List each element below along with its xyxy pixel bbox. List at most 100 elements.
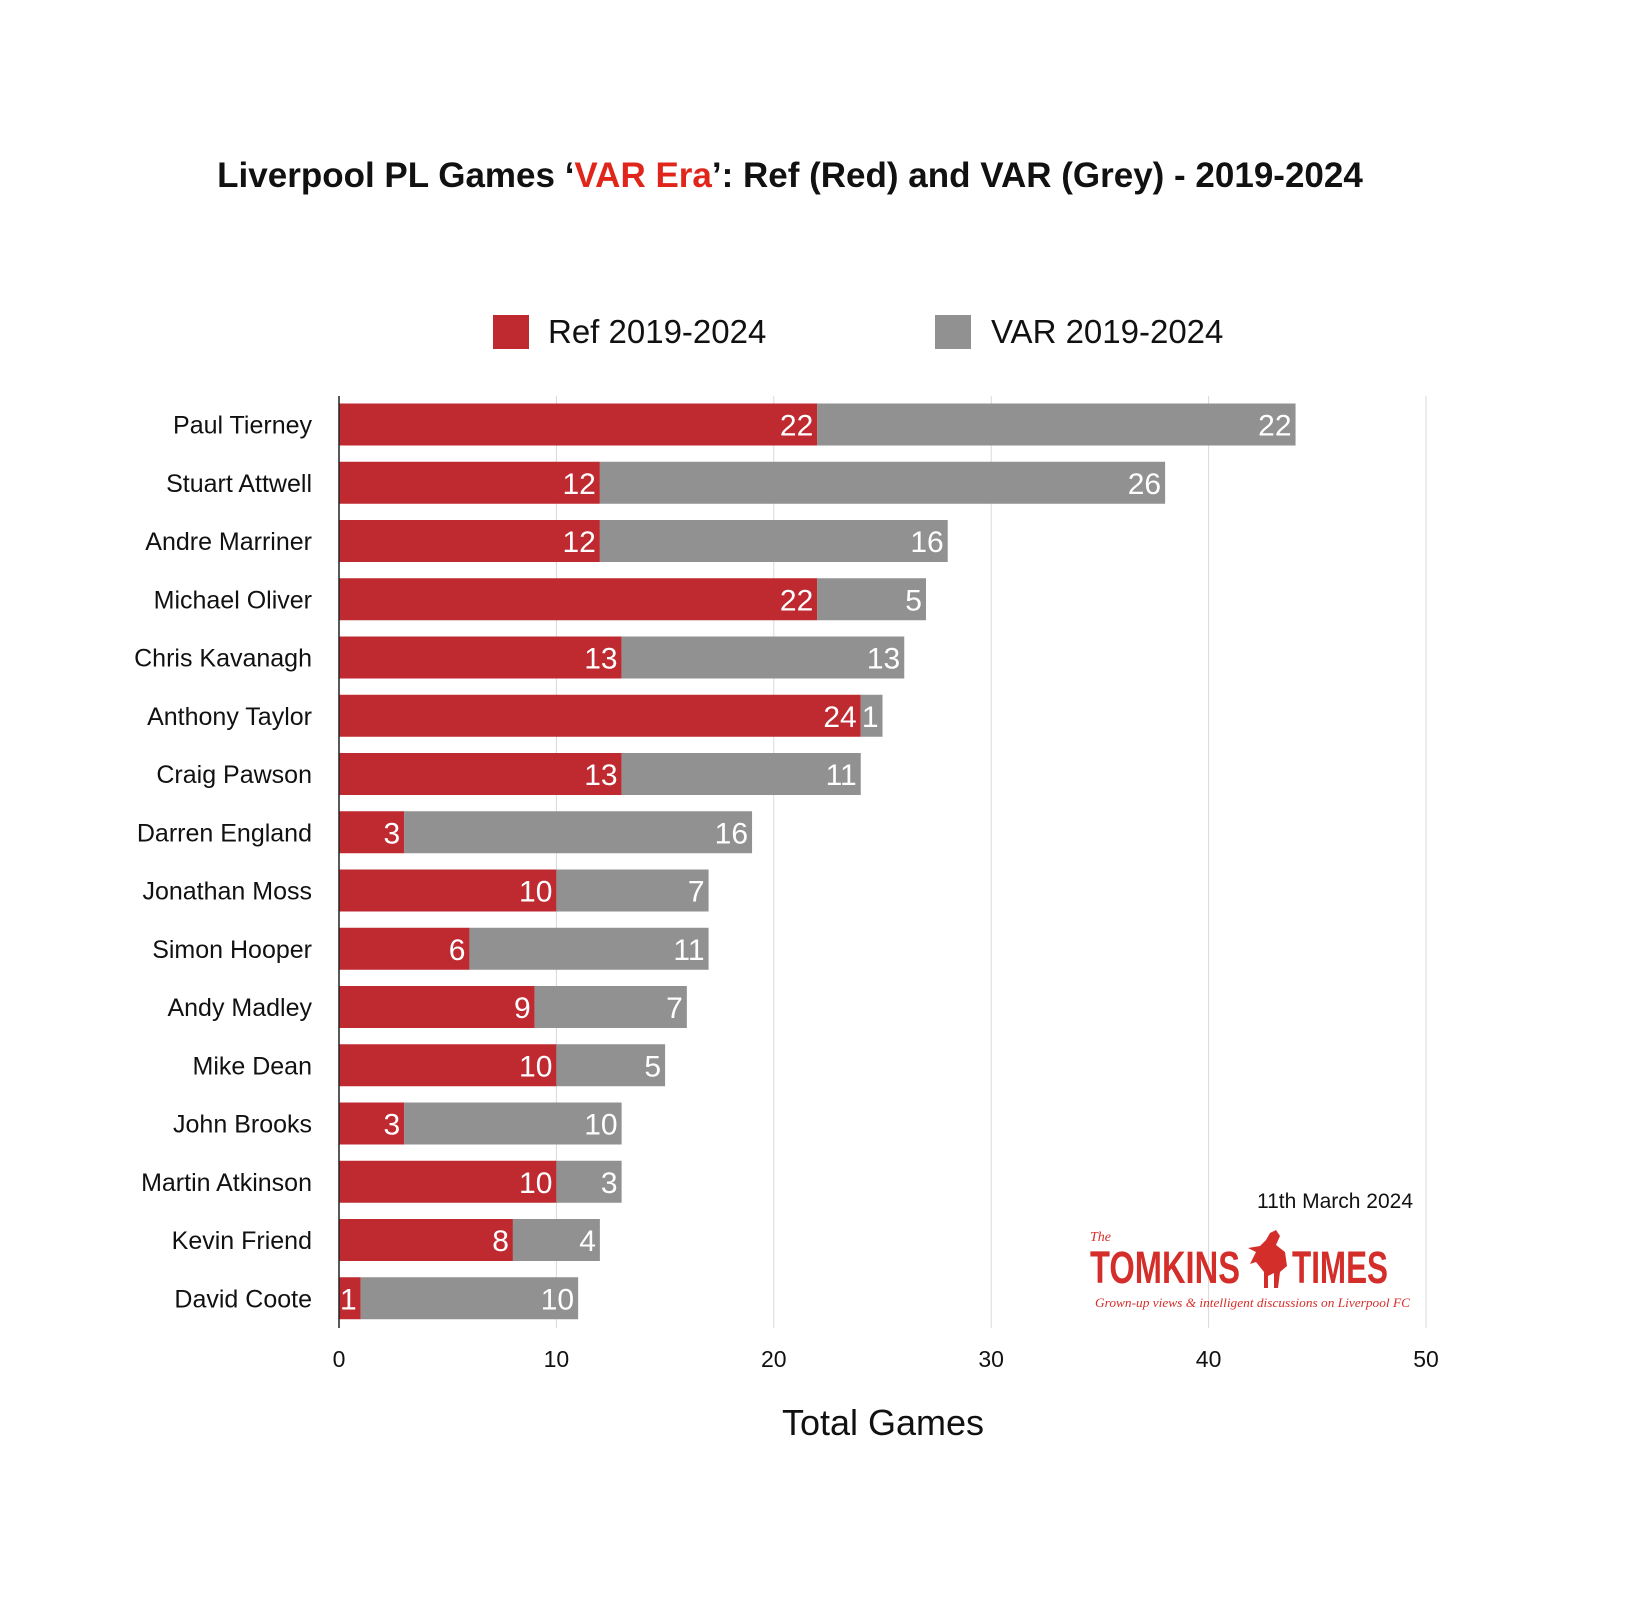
data-label-ref: 6 [449, 934, 466, 967]
x-tick-label-20: 20 [761, 1346, 787, 1372]
data-label-ref: 3 [384, 1109, 401, 1142]
data-label-ref: 12 [563, 526, 596, 559]
bar-var [469, 927, 709, 970]
data-label-var: 13 [867, 643, 900, 676]
x-tick-label-10: 10 [544, 1346, 570, 1372]
data-label-var: 22 [1258, 410, 1291, 443]
x-tick-labels: 0 10 20 30 40 50 [333, 1346, 1439, 1372]
liver-bird-icon [1248, 1230, 1287, 1288]
data-label-var: 7 [688, 876, 705, 909]
bar-ref [339, 811, 405, 854]
data-label-var: 5 [905, 584, 922, 617]
x-axis-label: Total Games [782, 1402, 984, 1443]
data-label-ref: 8 [492, 1225, 509, 1258]
bar-ref [339, 694, 861, 737]
data-label-var: 3 [601, 1167, 618, 1200]
bar-var [621, 753, 861, 795]
chart-title-prefix: Liverpool PL Games ‘ [217, 156, 575, 195]
data-label-var: 11 [826, 759, 857, 792]
bar-ref [339, 986, 535, 1028]
logo-name-right: TIMES [1292, 1242, 1388, 1293]
data-label-var: 11 [673, 934, 704, 967]
category-label: Paul Tierney [173, 412, 312, 440]
category-label: Andy Madley [167, 994, 312, 1022]
bar-var [360, 1277, 579, 1320]
data-label-ref: 10 [519, 1167, 552, 1200]
bar-var [534, 986, 687, 1028]
legend-label-ref: Ref 2019-2024 [548, 313, 766, 350]
data-label-var: 16 [910, 526, 943, 559]
bar-var [621, 636, 905, 679]
bar-ref [339, 1160, 557, 1203]
data-label-var: 7 [666, 992, 683, 1025]
tomkins-times-logo: The TOMKINS TIMES Grown-up views & intel… [1090, 1230, 1411, 1310]
category-label: Michael Oliver [154, 586, 312, 614]
category-label: Kevin Friend [172, 1227, 312, 1255]
data-label-ref: 12 [563, 468, 596, 501]
data-label-var: 1 [862, 701, 879, 734]
data-label-ref: 3 [384, 817, 401, 850]
logo-tagline: Grown-up views & intelligent discussions… [1095, 1296, 1411, 1310]
bar-ref [339, 1102, 405, 1145]
logo-name-left: TOMKINS [1090, 1242, 1240, 1293]
legend-swatch-var [935, 315, 971, 349]
bar-var [817, 578, 926, 621]
data-label-ref: 22 [780, 584, 813, 617]
legend: Ref 2019-2024 VAR 2019-2024 [493, 313, 1223, 350]
legend-label-var: VAR 2019-2024 [991, 313, 1223, 350]
date-note: 11th March 2024 [1257, 1190, 1413, 1213]
bar-ref [339, 578, 818, 621]
chart-title: Liverpool PL Games ‘VAR Era’: Ref (Red) … [0, 156, 1580, 196]
bar-var [512, 1219, 600, 1261]
logo-small-text: The [1090, 1230, 1111, 1245]
bar-ref [339, 520, 600, 562]
bar-var [404, 1102, 622, 1145]
bar-var [556, 1160, 622, 1203]
bar-var [860, 694, 883, 737]
category-label: Stuart Attwell [166, 470, 312, 498]
bar-ref [339, 1044, 557, 1087]
bar-ref [339, 753, 622, 795]
bar-ref [339, 1219, 513, 1261]
data-label-ref: 13 [584, 759, 617, 792]
bar-ref [339, 869, 557, 912]
x-tick-label-30: 30 [978, 1346, 1004, 1372]
category-label: David Coote [174, 1285, 312, 1313]
bar-var [599, 461, 1166, 504]
data-label-ref: 9 [514, 992, 531, 1025]
data-label-var: 26 [1128, 468, 1161, 501]
data-label-var: 5 [644, 1050, 661, 1083]
bar-ref [339, 461, 600, 504]
bar-var [556, 1044, 666, 1087]
bar-var [599, 520, 948, 562]
legend-swatch-ref [493, 315, 529, 349]
data-label-var: 10 [541, 1283, 574, 1316]
category-label: Simon Hooper [152, 936, 312, 964]
data-label-var: 4 [579, 1225, 596, 1258]
category-label: John Brooks [173, 1111, 312, 1139]
bar-ref [339, 636, 622, 679]
bar-var [817, 403, 1296, 446]
category-label: Mike Dean [193, 1052, 313, 1080]
bar-ref [339, 403, 818, 446]
bar-var [556, 869, 709, 912]
data-label-ref: 13 [584, 643, 617, 676]
x-tick-label-50: 50 [1413, 1346, 1439, 1372]
bar-ref [339, 1277, 361, 1320]
category-label: Craig Pawson [156, 761, 312, 789]
data-label-ref: 10 [519, 876, 552, 909]
category-label: Darren England [137, 819, 312, 847]
category-label: Chris Kavanagh [134, 645, 312, 673]
data-label-ref: 22 [780, 410, 813, 443]
chart-title-highlight: VAR Era [574, 156, 712, 195]
x-tick-label-40: 40 [1196, 1346, 1222, 1372]
data-label-var: 10 [584, 1109, 617, 1142]
category-label: Martin Atkinson [141, 1169, 312, 1197]
data-label-ref: 1 [340, 1283, 357, 1316]
category-label: Jonathan Moss [142, 878, 312, 906]
category-label: Anthony Taylor [147, 703, 312, 731]
data-label-var: 16 [715, 817, 748, 850]
data-label-ref: 10 [519, 1050, 552, 1083]
bar-ref [339, 927, 470, 970]
